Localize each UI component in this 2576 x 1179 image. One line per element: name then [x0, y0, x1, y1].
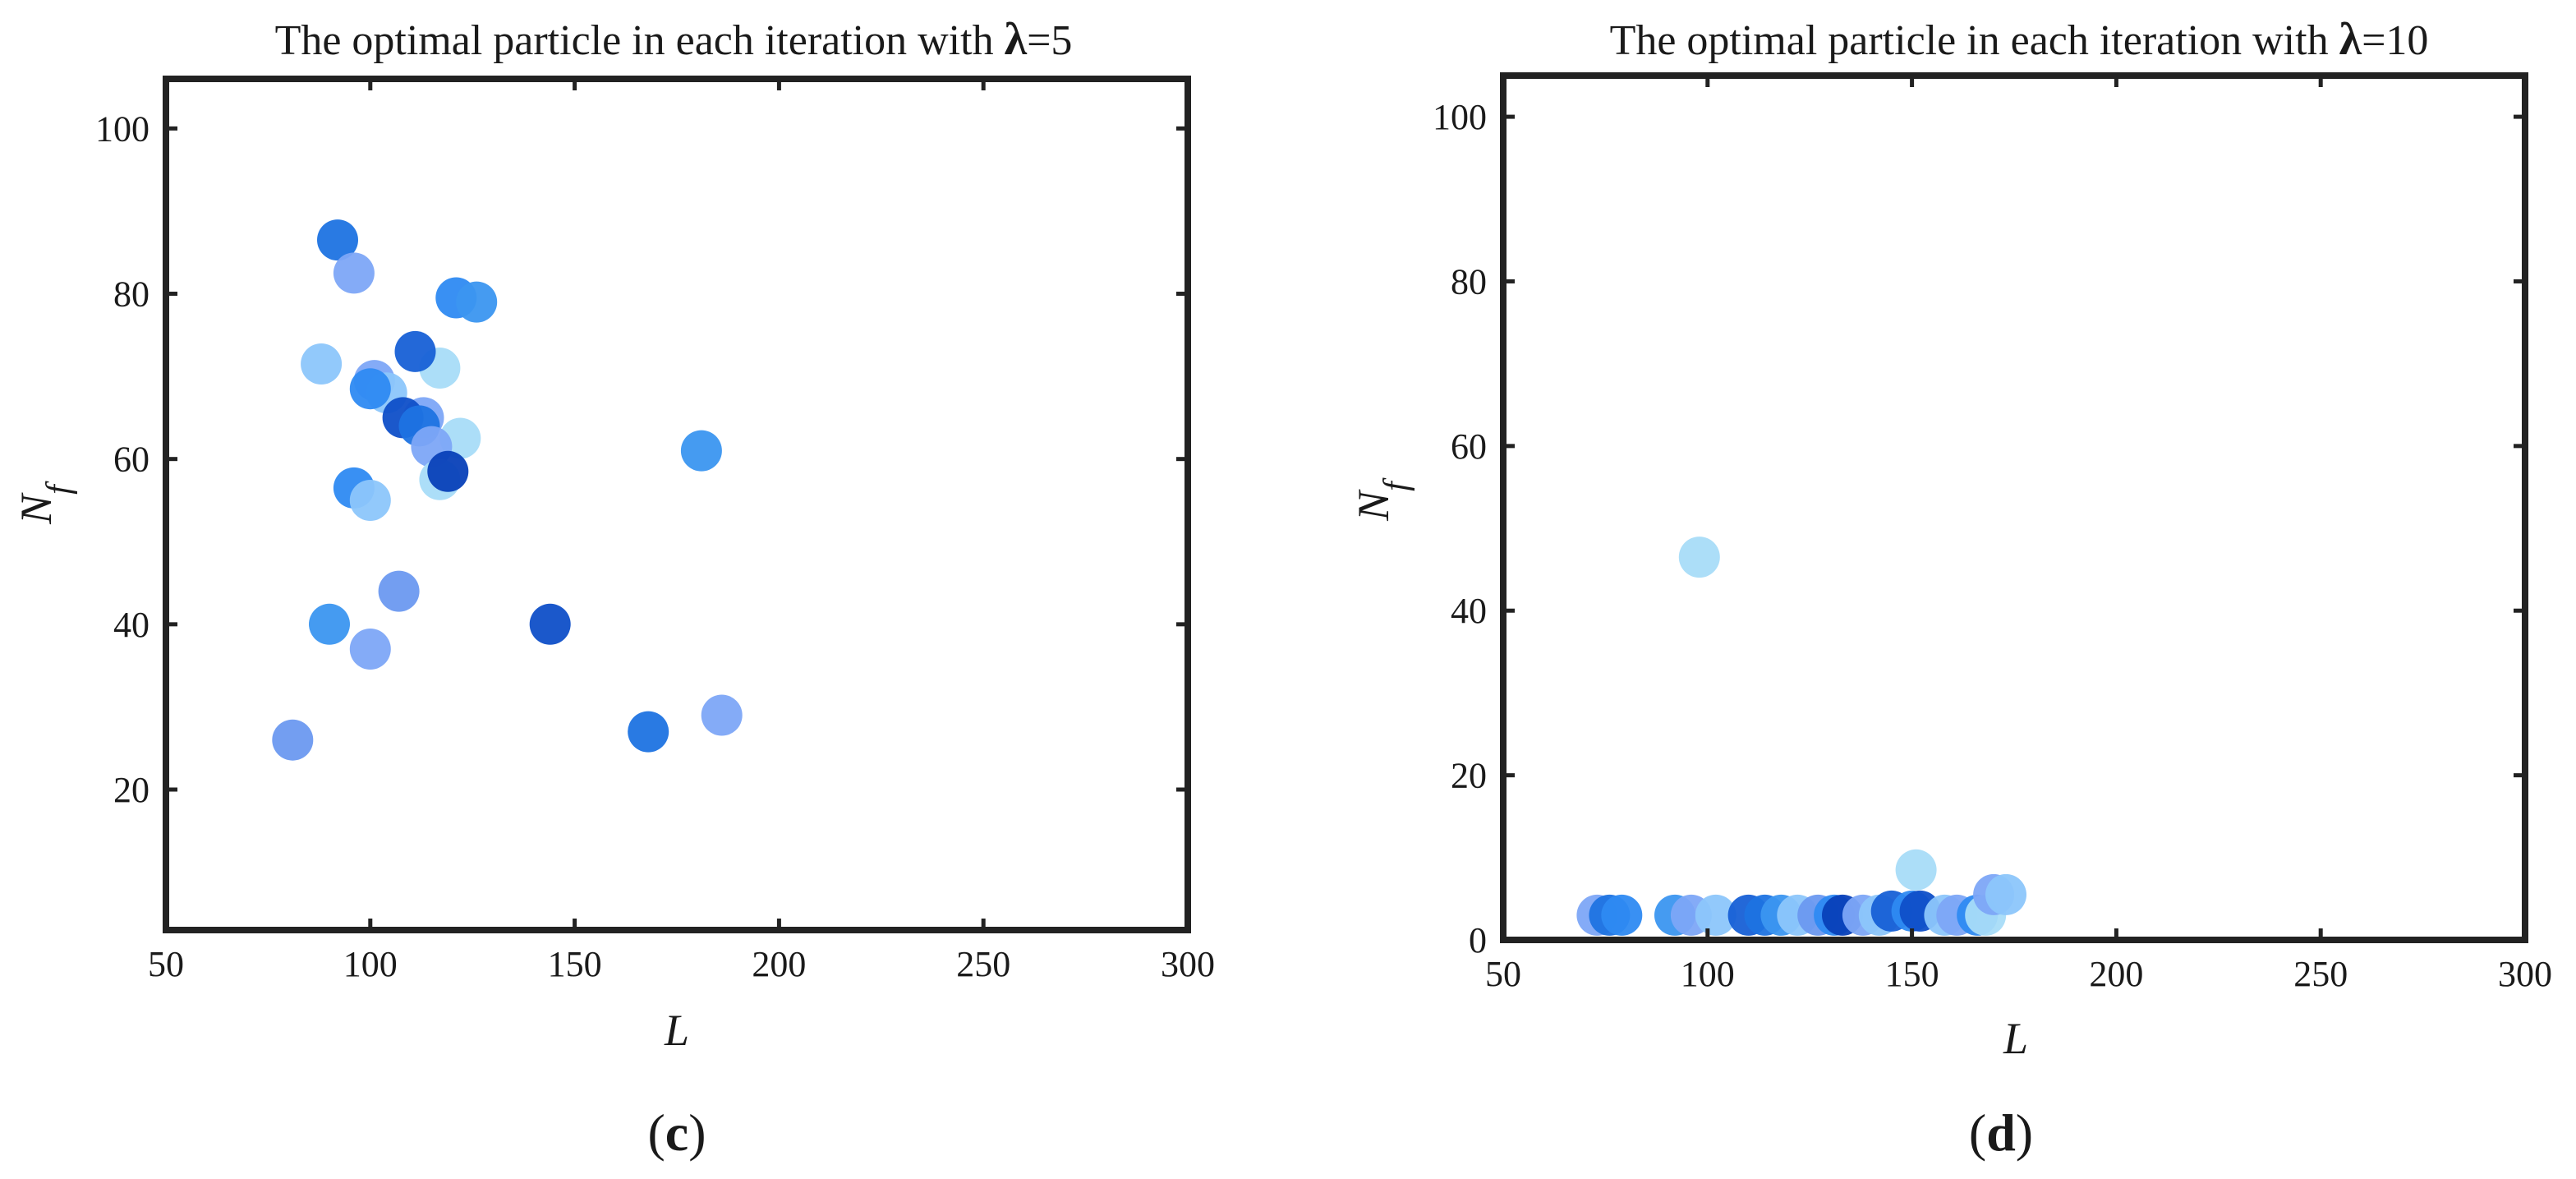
chart-c-y-tick-label-0: 20	[113, 770, 150, 810]
chart-c-y-tick-label-1: 40	[113, 605, 150, 645]
chart-c: The optimal particle in each iteration w…	[12, 14, 1215, 1162]
chart-c-ticks: 50 100 150 200 250 300 20 40 60 80 100	[95, 79, 1215, 984]
chart-c-point-9	[349, 368, 391, 410]
chart-c-point-22	[529, 603, 571, 645]
chart-c-x-tick-label-3: 200	[752, 944, 806, 984]
chart-c-point-0	[317, 219, 358, 261]
chart-d-x-axis-label: L	[2003, 1014, 2028, 1063]
chart-d-points	[1576, 537, 2026, 936]
chart-c-point-4	[301, 343, 343, 385]
chart-c-y-axis-label: Nf	[12, 481, 78, 525]
chart-c-x-tick-label-4: 250	[956, 944, 1010, 984]
chart-d-x-tick-label-1: 100	[1681, 954, 1735, 994]
chart-d-point-7	[1695, 894, 1736, 936]
chart-d-y-tick-label-4: 80	[1451, 261, 1487, 302]
chart-c-point-19	[349, 480, 391, 521]
chart-c-points	[272, 219, 743, 761]
chart-c-x-tick-label-1: 100	[343, 944, 398, 984]
chart-d-x-tick-label-2: 150	[1885, 954, 1939, 994]
chart-c-point-16	[680, 430, 722, 472]
chart-d-point-1	[1895, 849, 1937, 891]
chart-c-frame	[163, 76, 1191, 933]
chart-c-point-23	[349, 629, 391, 670]
chart-d-y-axis-label: Nf	[1349, 477, 1415, 522]
chart-c-title: The optimal particle in each iteration w…	[275, 14, 1073, 65]
chart-d-frame	[1500, 72, 2528, 943]
chart-d-x-tick-label-3: 200	[2089, 954, 2143, 994]
chart-c-point-24	[628, 711, 669, 753]
chart-c-point-21	[309, 603, 350, 645]
chart-c-y-tick-label-2: 60	[113, 440, 150, 480]
chart-c-x-tick-label-0: 50	[148, 944, 184, 984]
chart-c-panel-label: (c)	[647, 1103, 706, 1162]
chart-d-y-tick-label-0: 0	[1469, 920, 1487, 960]
chart-d-panel-label: (d)	[1969, 1103, 2033, 1162]
chart-c-point-20	[378, 570, 420, 612]
chart-d-y-tick-label-1: 20	[1451, 756, 1487, 796]
chart-d-point-0	[1678, 537, 1720, 578]
chart-c-x-tick-label-2: 150	[548, 944, 602, 984]
chart-c-y-tick-label-3: 80	[113, 274, 150, 315]
chart-d-x-tick-label-5: 300	[2498, 954, 2552, 994]
chart-c-y-tick-label-4: 100	[95, 108, 150, 149]
chart-d: The optimal particle in each iteration w…	[1349, 14, 2552, 1162]
chart-c-point-26	[272, 719, 314, 761]
chart-c-x-tick-label-5: 300	[1161, 944, 1215, 984]
chart-d-ticks: 50 100 150 200 250 300 0 20 40 60 80 100	[1433, 76, 2552, 994]
chart-d-y-tick-label-2: 40	[1451, 591, 1487, 631]
chart-c-x-axis-label: L	[664, 1006, 689, 1055]
chart-d-y-tick-label-5: 100	[1433, 97, 1487, 137]
chart-c-point-1	[333, 252, 375, 294]
chart-d-point-25	[1985, 873, 2026, 915]
chart-d-y-tick-label-3: 60	[1451, 426, 1487, 467]
chart-d-x-tick-label-4: 250	[2293, 954, 2348, 994]
chart-d-title: The optimal particle in each iteration w…	[1610, 14, 2429, 65]
chart-c-point-17	[427, 450, 469, 492]
chart-c-point-6	[394, 330, 436, 372]
chart-c-point-25	[701, 694, 743, 736]
chart-d-point-4	[1601, 894, 1643, 936]
chart-c-point-3	[456, 281, 498, 323]
chart-d-x-tick-label-0: 50	[1485, 954, 1521, 994]
